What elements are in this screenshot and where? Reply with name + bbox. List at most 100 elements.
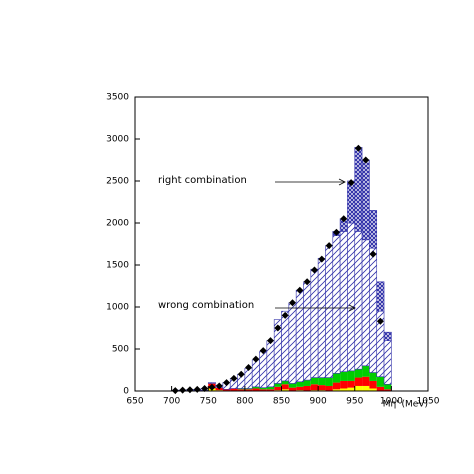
histogram-bar — [303, 281, 312, 381]
data-point — [215, 382, 223, 390]
data-point — [376, 317, 384, 325]
histogram-bar — [354, 377, 363, 386]
y-tick-label: 500 — [112, 345, 129, 355]
histogram-bar — [281, 380, 289, 385]
histogram-bar — [318, 385, 326, 391]
y-tick-label: 1000 — [106, 303, 129, 313]
data-point — [274, 324, 282, 332]
data-point — [193, 385, 201, 393]
histogram-bar — [347, 387, 355, 391]
data-point — [310, 266, 318, 274]
histogram-bar — [340, 371, 348, 381]
data-point — [347, 179, 355, 187]
histogram-bar — [266, 386, 275, 390]
histogram-bar — [266, 389, 275, 391]
data-point — [296, 286, 304, 294]
histogram-bar — [303, 380, 311, 386]
histogram-bar — [317, 257, 326, 378]
histogram-bar — [237, 389, 245, 391]
x-tick-label: 650 — [126, 397, 143, 407]
y-tick-label: 3500 — [106, 93, 129, 103]
x-tick-label: 800 — [236, 397, 253, 407]
data-point — [318, 255, 326, 263]
histogram-bar — [288, 387, 297, 391]
histogram-bar — [347, 370, 355, 381]
histogram-bar — [259, 351, 268, 388]
data-point — [340, 215, 348, 223]
histogram-bar — [362, 385, 370, 391]
y-tick-label: 0 — [123, 387, 129, 397]
histogram-bar — [332, 382, 341, 390]
histogram-bar — [266, 340, 275, 388]
annotation-arrowhead — [338, 178, 346, 186]
histogram-bar — [384, 384, 392, 390]
histogram-bar — [288, 383, 297, 388]
histogram-bar — [361, 159, 370, 241]
histogram-bar — [288, 302, 297, 384]
histogram-bar — [310, 384, 319, 391]
histogram-bar — [237, 388, 245, 390]
data-point — [369, 250, 377, 258]
plot-area — [171, 144, 392, 395]
data-point — [223, 379, 231, 387]
y-tick-label: 2500 — [106, 177, 129, 187]
histogram-bar — [325, 385, 333, 391]
histogram-bar — [274, 386, 282, 391]
x-tick-label: 900 — [310, 397, 327, 407]
data-point — [245, 363, 253, 371]
histogram-bar — [244, 388, 253, 390]
histogram-bar — [303, 385, 311, 391]
histogram-bar — [252, 386, 260, 389]
histogram-bar — [340, 388, 348, 391]
histogram-bar — [347, 222, 356, 372]
annotation: wrong combination — [158, 300, 254, 311]
data-point — [179, 386, 187, 394]
data-point — [281, 311, 289, 319]
data-point — [230, 374, 238, 382]
data-point — [332, 228, 340, 236]
histogram-bar — [354, 147, 363, 232]
data-point — [325, 242, 333, 250]
y-tick-label: 3000 — [106, 135, 129, 145]
histogram-bar — [369, 247, 378, 373]
histogram-bar — [369, 380, 377, 389]
histogram-bar — [347, 180, 356, 224]
histogram-bar — [376, 281, 385, 312]
histogram-bar — [376, 386, 385, 391]
x-tick-label: 700 — [163, 397, 180, 407]
histogram-bar — [244, 389, 253, 391]
data-point — [303, 278, 311, 286]
x-tick-label: 750 — [200, 397, 217, 407]
histogram-bar — [369, 388, 377, 391]
histogram-bar — [361, 239, 370, 367]
data-point — [252, 355, 260, 363]
data-point — [201, 384, 209, 392]
histogram-bar — [244, 368, 253, 389]
histogram-bar — [325, 245, 334, 378]
histogram-bar — [369, 372, 377, 381]
histogram-bar — [354, 369, 363, 378]
histogram-bar — [354, 385, 363, 391]
histogram-bar — [383, 331, 392, 341]
data-point — [237, 370, 245, 378]
histogram-bar — [252, 388, 260, 391]
histogram-bar — [347, 380, 355, 388]
histogram-bar — [259, 387, 267, 390]
data-point — [288, 299, 296, 307]
x-tick-label: 950 — [346, 397, 363, 407]
x-tick-label: 1000 — [380, 397, 403, 407]
data-point — [208, 383, 216, 391]
histogram-bar — [281, 384, 289, 390]
histogram-bar — [281, 389, 289, 391]
histogram-bar — [295, 289, 304, 383]
histogram-bar — [281, 310, 290, 382]
histogram-bar — [354, 231, 363, 370]
annotation: right combination — [158, 175, 247, 186]
histogram-bar — [339, 231, 348, 372]
histogram-bar — [259, 389, 267, 391]
data-point — [186, 386, 194, 394]
histogram-bar — [318, 377, 326, 386]
histogram-bar — [332, 235, 341, 374]
histogram-bar — [332, 389, 341, 391]
